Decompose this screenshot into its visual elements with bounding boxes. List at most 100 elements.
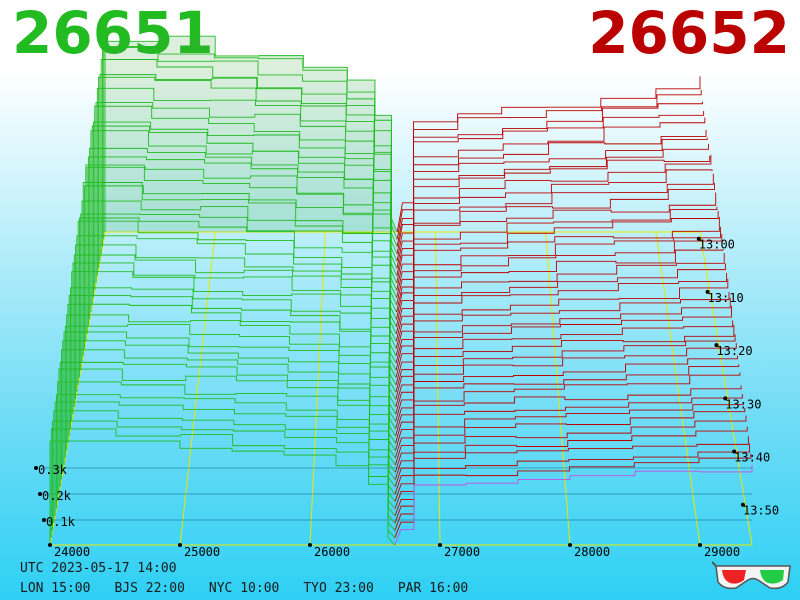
bid-depth-curve (73, 254, 397, 407)
bid-depth-curve (57, 381, 396, 502)
bid-depth-curve (67, 303, 396, 444)
ask-depth-curve (395, 324, 735, 436)
price-tick-label: 28000 (574, 545, 610, 559)
time-tick-label: 13:20 (716, 344, 752, 358)
bid-depth-curve (93, 121, 397, 298)
price-tick-dot (48, 543, 52, 547)
city-time-nyc: NYC 10:00 (208, 581, 280, 596)
ask-depth-curve (395, 355, 738, 458)
ask-depth-curve (394, 465, 753, 546)
price-tick-dot (308, 543, 312, 547)
price-tick-dot (698, 543, 702, 547)
bid-depth-curve (59, 361, 396, 488)
bid-depth-curve (87, 156, 397, 327)
bid-depth-curve (63, 331, 396, 466)
bid-depth-curve (72, 262, 397, 415)
bid-price: 26651 (12, 0, 214, 67)
bid-depth-curve (52, 420, 396, 531)
ask-price: 26652 (588, 0, 790, 67)
bid-depth-curve (94, 105, 398, 291)
bid-depth-curve (81, 200, 397, 364)
bid-depth-curve (84, 185, 397, 349)
ask-depth-curve (396, 192, 717, 327)
bid-depth-curve (103, 47, 398, 240)
ask-depth-curve (395, 248, 724, 371)
price-tick-label: 24000 (54, 545, 90, 559)
ask-depth-curve (396, 117, 706, 262)
volume-tick-label: 0.1k (46, 515, 76, 529)
label-layer: 24000 25000 26000 27000 28000 29000 0.1k 0.2k 0.… (34, 236, 779, 559)
ask-depth-curve (395, 305, 732, 422)
grid-layer (42, 231, 753, 546)
bid-depth-curve (66, 314, 396, 451)
price-tick-dot (178, 543, 182, 547)
grid-line-price (655, 231, 701, 546)
bid-depth-curve (76, 235, 397, 393)
bid-depth-curve (53, 410, 396, 524)
bid-depth-curve (89, 147, 397, 320)
bid-depth-curve (82, 182, 397, 356)
volume-tick-dot (34, 466, 38, 470)
time-tick-dot (723, 396, 728, 401)
bid-depth-curve (98, 76, 398, 269)
volume-tick-label: 0.2k (42, 489, 72, 503)
bid-depth-curve (100, 59, 398, 255)
volume-tick-dot (38, 492, 42, 496)
bid-depth-curve (49, 440, 395, 546)
ask-depth-curve (395, 253, 725, 378)
bid-depth-curve (64, 324, 396, 458)
bid-depth-curve (58, 368, 396, 495)
price-tick-label: 27000 (444, 545, 480, 559)
time-tick-label: 13:10 (708, 291, 744, 305)
time-tick-label: 13:50 (743, 504, 779, 518)
time-tick-dot (732, 449, 737, 454)
city-times: LON 15:00 BJS 22:00 NYC 10:00 TYO 23:00 PAR … (20, 581, 492, 596)
bid-depth-curve (95, 102, 398, 284)
bid-depth-curve (55, 394, 396, 509)
bid-depth-curve (50, 428, 396, 539)
volume-tick-label: 0.3k (38, 463, 68, 477)
curve-layer (49, 35, 753, 546)
ask-depth-curve (396, 154, 712, 298)
bid-depth-curve (104, 35, 398, 233)
grid-line-price (435, 231, 441, 546)
time-tick-dot (740, 502, 745, 507)
time-tick-dot (696, 236, 701, 241)
bid-depth-curve (54, 401, 396, 517)
grid-line-price (309, 231, 326, 546)
bid-depth-curve (71, 271, 396, 422)
bid-depth-curve (85, 164, 397, 342)
3d-glasses-icon[interactable] (712, 560, 794, 592)
time-tick-dot (714, 343, 719, 348)
bid-depth-curve (77, 220, 397, 386)
price-tick-label: 29000 (704, 545, 740, 559)
ask-depth-curve (395, 343, 737, 451)
bid-depth-curve (62, 340, 396, 473)
grid-line-price (545, 231, 571, 546)
bid-depth-curve (99, 74, 398, 262)
price-tick-label: 26000 (314, 545, 350, 559)
bid-depth-curve (96, 87, 398, 276)
grid-line-price (179, 231, 216, 546)
ask-depth-curve (396, 101, 703, 247)
bid-depth-curve (80, 213, 397, 371)
ask-depth-curve (396, 173, 714, 313)
bid-depth-curve (86, 166, 397, 335)
bid-depth-curve (70, 287, 396, 429)
time-tick-label: 13:00 (699, 238, 735, 252)
price-tick-dot (568, 543, 572, 547)
bid-depth-curve (75, 244, 397, 400)
bid-depth-curve (101, 45, 398, 247)
time-tick-label: 13:40 (734, 451, 770, 465)
volume-tick-dot (42, 518, 46, 522)
utc-timestamp: UTC 2023-05-17 14:00 (20, 561, 177, 576)
price-tick-label: 25000 (184, 545, 220, 559)
bid-depth-curve (68, 294, 396, 437)
bid-depth-curve (90, 130, 397, 313)
price-tick-dot (438, 543, 442, 547)
city-time-par: PAR 16:00 (397, 581, 469, 596)
time-tick-label: 13:30 (725, 397, 761, 411)
bid-depth-curve (78, 217, 397, 378)
city-time-lon: LON 15:00 (20, 581, 91, 596)
